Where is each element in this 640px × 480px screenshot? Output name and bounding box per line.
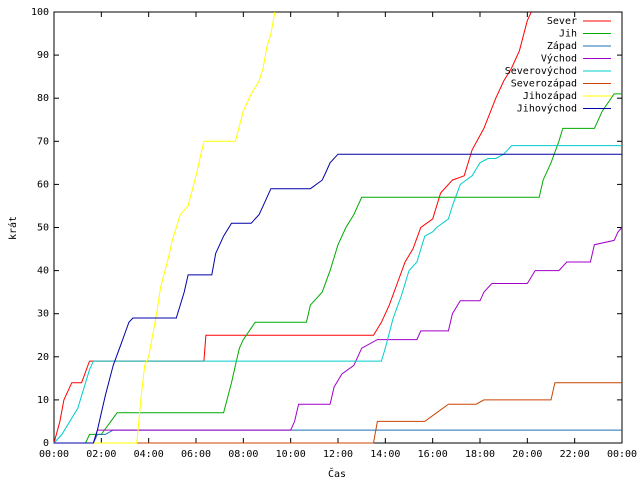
- series-lines: [53, 11, 623, 444]
- legend-label: Jihovýchod: [517, 103, 577, 115]
- x-tick-label: 16:00: [418, 449, 448, 460]
- series-line-6: [54, 11, 276, 444]
- series-line-4: [53, 145, 622, 444]
- x-tick-label: 02:00: [86, 449, 116, 460]
- x-tick-label: 12:00: [323, 449, 353, 460]
- series-line-3: [54, 227, 623, 444]
- y-tick-label: 100: [31, 7, 49, 18]
- legend-label: Jih: [559, 29, 577, 40]
- x-tick-label: 04:00: [134, 449, 164, 460]
- x-tick-label: 18:00: [465, 449, 495, 460]
- y-tick-label: 70: [37, 136, 49, 147]
- series-line-7: [54, 153, 622, 444]
- legend-label: Jihozápad: [523, 90, 577, 102]
- y-axis-label: krát: [7, 216, 19, 240]
- y-tick-label: 40: [37, 266, 49, 277]
- x-tick-label: 22:00: [560, 449, 590, 460]
- x-tick-label: 08:00: [228, 449, 258, 460]
- y-tick-label: 20: [37, 352, 49, 363]
- x-axis-label: Čas: [328, 467, 346, 480]
- y-tick-label: 50: [37, 223, 49, 234]
- series-line-5: [54, 382, 622, 444]
- series-line-1: [54, 93, 622, 444]
- legend-label: Západ: [547, 40, 577, 52]
- y-tick-label: 0: [43, 438, 49, 449]
- x-tick-label: 20:00: [512, 449, 542, 460]
- legend-label: Sever: [547, 16, 577, 27]
- y-tick-label: 60: [37, 179, 49, 190]
- x-tick-label: 00:00: [39, 449, 69, 460]
- y-tick-label: 30: [37, 309, 49, 320]
- legend: Sever JihZápadVýchodSeverovýchodSeverozáp…: [505, 16, 611, 115]
- legend-label: Severovýchod: [505, 65, 577, 77]
- x-tick-label: 14:00: [370, 449, 400, 460]
- legend-label: Východ: [541, 53, 577, 65]
- y-tick-label: 80: [37, 93, 49, 104]
- x-tick-label: 10:00: [276, 449, 306, 460]
- legend-label: Severozápad: [511, 78, 577, 90]
- series-line-0: [53, 11, 532, 444]
- y-tick-label: 10: [37, 395, 49, 406]
- x-tick-label: 06:00: [181, 449, 211, 460]
- y-tick-label: 90: [37, 50, 49, 61]
- x-tick-label: 00:00: [607, 449, 637, 460]
